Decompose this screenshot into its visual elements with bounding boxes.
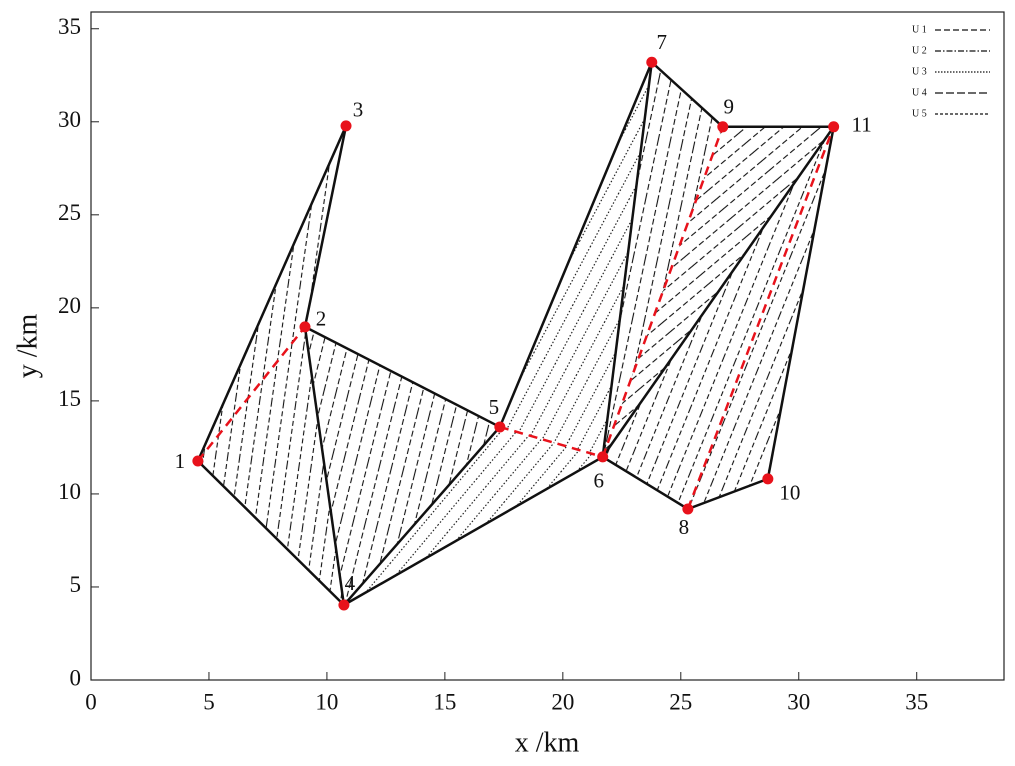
y-axis-label: y /km [12, 314, 43, 379]
edge [650, 61, 724, 128]
edge [304, 325, 501, 429]
edge [342, 426, 501, 606]
point-label: 9 [724, 95, 735, 119]
point-label: 8 [679, 515, 690, 539]
legend-label: U 2 [912, 45, 927, 56]
route [196, 326, 306, 462]
point-label: 2 [316, 307, 327, 331]
legend-label: U 4 [912, 87, 927, 98]
edge [343, 455, 604, 607]
plot-frame [90, 11, 1005, 681]
edge [498, 61, 653, 428]
point [828, 121, 840, 133]
route [686, 126, 835, 510]
x-tick-label: 0 [85, 689, 97, 714]
point [646, 56, 658, 68]
point-label: 1 [175, 449, 186, 473]
hatched-region [343, 426, 603, 606]
y-tick-label: 15 [58, 386, 81, 411]
point [338, 599, 350, 611]
y-tick-label: 20 [58, 293, 81, 318]
edge [601, 62, 654, 458]
y-tick-label: 25 [58, 200, 81, 225]
edge [766, 126, 835, 480]
edge [601, 126, 835, 458]
legend-label: U 1 [912, 24, 927, 35]
point-label: 5 [489, 395, 500, 419]
x-tick-label: 30 [787, 689, 810, 714]
x-tick-label: 25 [669, 689, 692, 714]
x-tick-label: 15 [433, 689, 456, 714]
point-label: 11 [852, 113, 872, 137]
point-label: 6 [593, 469, 604, 493]
y-tick-label: 35 [58, 14, 81, 39]
y-tick-label: 30 [58, 107, 81, 132]
y-tick-label: 10 [58, 479, 81, 504]
edge [687, 477, 769, 511]
hatched-region [304, 326, 500, 606]
point [682, 503, 694, 515]
x-tick-label: 10 [315, 689, 338, 714]
point [597, 451, 609, 463]
x-axis-label: x /km [515, 727, 580, 758]
x-tick-label: 35 [905, 689, 928, 714]
point [299, 321, 311, 333]
x-tick-label: 20 [551, 689, 574, 714]
y-tick-label: 5 [70, 572, 82, 597]
edge [196, 460, 345, 606]
edge [196, 125, 348, 462]
edge [303, 326, 346, 606]
legend-label: U 3 [912, 66, 927, 77]
route [601, 126, 724, 458]
x-tick-label: 5 [203, 689, 215, 714]
edge [303, 125, 348, 328]
point-label: 4 [345, 571, 356, 595]
point-label: 7 [657, 30, 668, 54]
point [762, 473, 774, 485]
point-label: 10 [779, 481, 800, 505]
hatched-region [602, 62, 723, 457]
point [340, 120, 352, 132]
route [499, 425, 604, 459]
point [192, 455, 204, 467]
hatched-region [197, 326, 344, 606]
point-label: 3 [353, 98, 364, 122]
edge [602, 455, 689, 511]
y-tick-label: 0 [70, 665, 82, 690]
point [717, 121, 729, 133]
hatched-region [602, 126, 834, 509]
point [494, 421, 506, 433]
legend-label: U 5 [912, 108, 927, 119]
